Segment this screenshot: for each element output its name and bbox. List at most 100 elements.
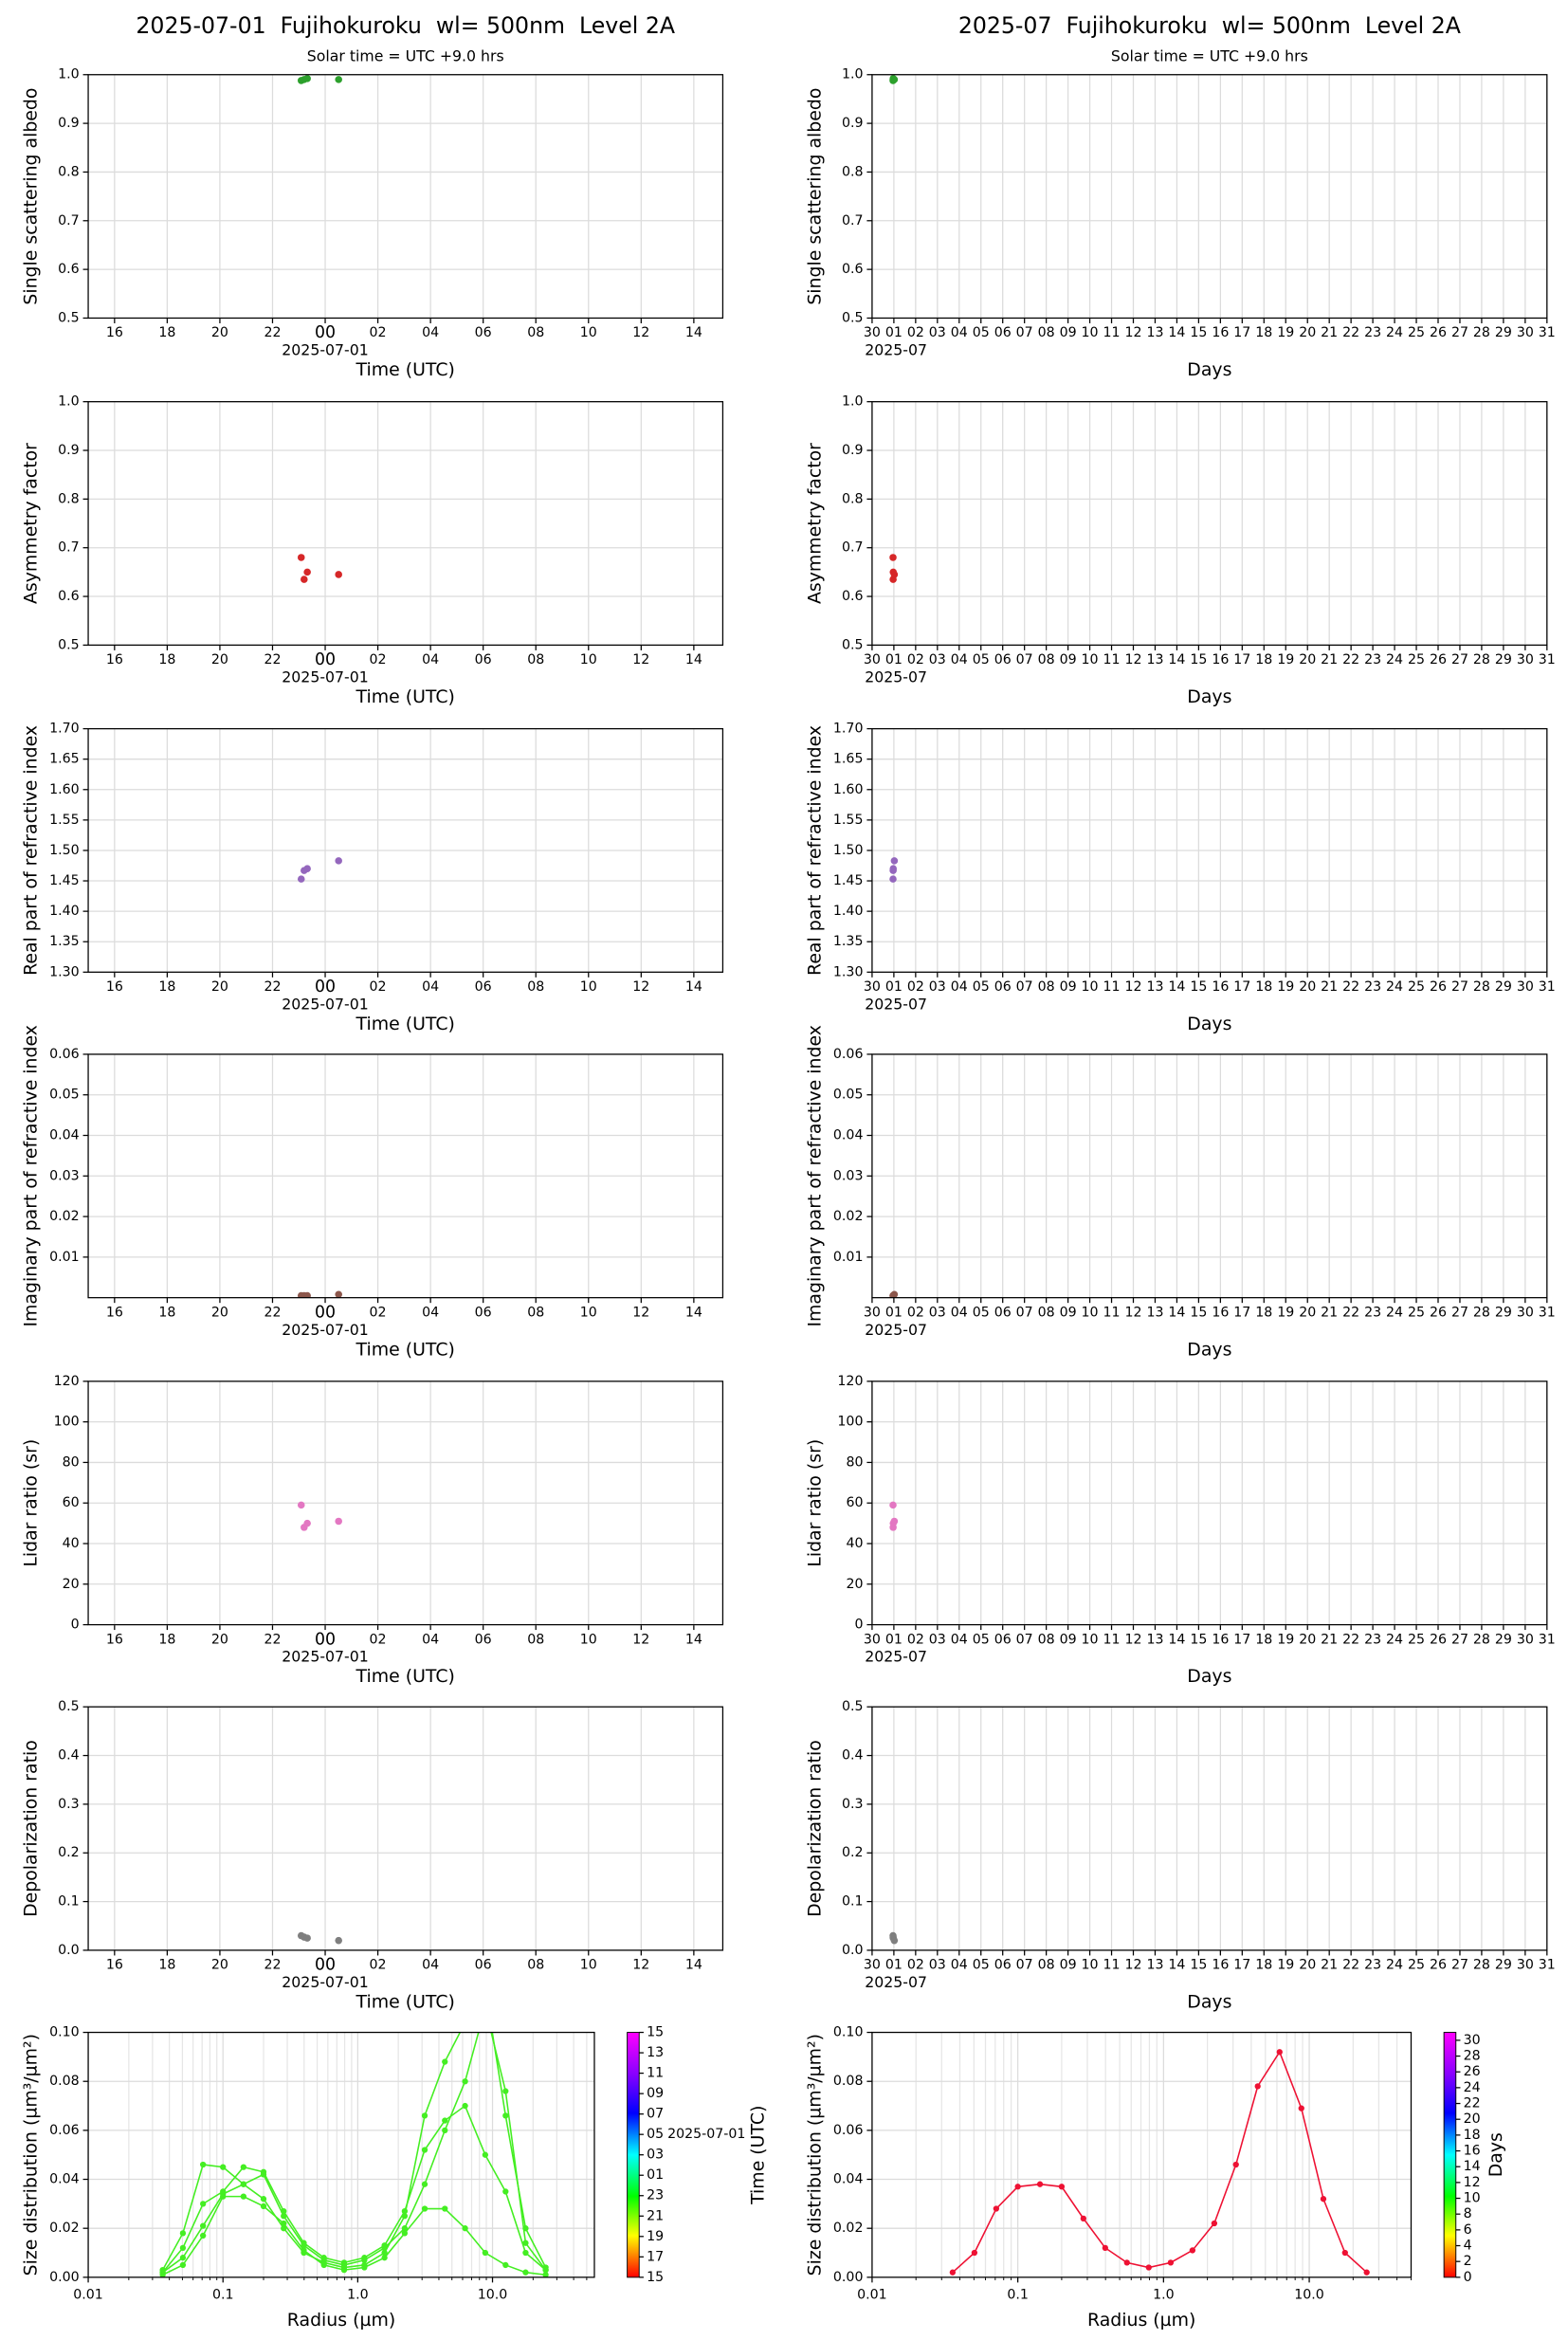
x-tick-label: 00 <box>315 650 336 669</box>
x-date-label: 2025-07-01 <box>282 1321 368 1339</box>
x-tick-label: 31 <box>1539 1958 1556 1973</box>
x-tick-label: 26 <box>1430 325 1447 340</box>
x-tick-label: 18 <box>1255 1305 1272 1320</box>
y-tick-label: 0.9 <box>58 443 80 458</box>
x-tick-label: 19 <box>1277 1958 1294 1973</box>
x-axis-label: Days <box>1187 1014 1231 1034</box>
x-tick-label: 23 <box>1364 1958 1381 1973</box>
x-tick-label: 0.01 <box>857 2288 887 2303</box>
x-tick-label: 14 <box>685 1632 702 1647</box>
y-tick-label: 0.08 <box>833 2074 864 2089</box>
axes-frame <box>871 727 1548 973</box>
x-axis-label: Radius (µm) <box>287 2310 395 2331</box>
x-tick-label: 09 <box>1060 325 1077 340</box>
point <box>421 2112 428 2119</box>
plot-area <box>889 857 899 883</box>
point <box>522 2269 529 2276</box>
x-tick-label: 18 <box>1255 325 1272 340</box>
point <box>301 576 308 583</box>
y-tick-label: 0.5 <box>842 1699 864 1714</box>
y-tick-label: 0.8 <box>842 491 864 506</box>
x-tick-label: 12 <box>1124 652 1141 667</box>
colorbar-tick-label: 30 <box>1464 2033 1481 2048</box>
y-tick-label: 60 <box>846 1495 863 1510</box>
y-tick-label: 0.04 <box>49 2172 80 2187</box>
x-tick-label: 18 <box>158 1305 175 1320</box>
y-axis-label: Depolarization ratio <box>805 1740 826 1917</box>
point <box>1276 2049 1283 2056</box>
point <box>303 865 311 872</box>
x-tick-label: 22 <box>1342 325 1359 340</box>
y-tick-label: 0.1 <box>842 1894 864 1910</box>
x-tick-label: 05 <box>973 1632 990 1647</box>
x-tick-label: 13 <box>1146 979 1163 995</box>
point <box>442 2058 448 2065</box>
axes-frame <box>871 1380 1548 1626</box>
y-tick-label: 0.9 <box>842 443 864 458</box>
x-date-label: 2025-07 <box>865 668 927 686</box>
x-tick-label: 08 <box>1038 652 1055 667</box>
y-tick-label: 1.40 <box>49 904 80 919</box>
y-tick-label: 0.7 <box>58 213 80 229</box>
x-tick-label: 24 <box>1386 979 1403 995</box>
colorbar-tick-label: 14 <box>1464 2159 1481 2174</box>
x-tick-label: 20 <box>211 1632 228 1647</box>
y-tick-label: 80 <box>846 1454 863 1470</box>
y-tick-label: 0.6 <box>842 262 864 277</box>
panel: 16 18 20 22 00 02 04 06 08 10 12 14 0.5 0.6 0.7 0.8 0.9 1… <box>21 394 724 707</box>
point <box>381 2255 388 2261</box>
y-tick-label: 0.06 <box>49 1047 80 1062</box>
x-tick-label: 02 <box>370 1305 387 1320</box>
point <box>482 2151 488 2158</box>
x-tick-label: 10.0 <box>478 2288 508 2303</box>
panel: 16 18 20 22 00 02 04 06 08 10 12 14 0 20 40 60 80 100 120 2… <box>21 1374 724 1687</box>
point <box>1145 2264 1152 2271</box>
x-tick-label: 18 <box>1255 652 1272 667</box>
x-tick-label: 12 <box>1124 325 1141 340</box>
x-tick-label: 10 <box>580 1305 597 1320</box>
plot-area <box>297 1501 342 1531</box>
y-tick-label: 0.7 <box>58 540 80 556</box>
colorbar-tick-label: 19 <box>647 2229 664 2244</box>
x-tick-label: 07 <box>1016 1305 1033 1320</box>
colorbar-tick-label: 23 <box>647 2188 664 2203</box>
x-tick-label: 07 <box>1016 1632 1033 1647</box>
axes-frame <box>871 74 1548 320</box>
y-tick-label: 1.40 <box>833 904 864 919</box>
x-tick-label: 24 <box>1386 1305 1403 1320</box>
x-tick-label: 15 <box>1190 979 1207 995</box>
x-tick-label: 05 <box>973 325 990 340</box>
x-tick-label: 19 <box>1277 979 1294 995</box>
y-tick-label: 0.0 <box>58 1943 80 1958</box>
x-tick-label: 11 <box>1103 1632 1121 1647</box>
y-axis-label: Real part of refractive index <box>805 725 826 976</box>
y-tick-label: 0.7 <box>842 213 864 229</box>
point <box>421 2147 428 2153</box>
x-tick-label: 31 <box>1539 1632 1556 1647</box>
y-tick-label: 0.4 <box>842 1748 864 1764</box>
colorbar-tick-label: 05 <box>647 2127 664 2142</box>
chart-title: 2025-07 Fujihokuroku wl= 500nm Level 2A <box>958 12 1461 39</box>
x-tick-label: 04 <box>951 1305 968 1320</box>
x-tick-label: 06 <box>994 1632 1012 1647</box>
x-date-label: 2025-07 <box>865 1648 927 1666</box>
plot-area <box>949 2049 1370 2276</box>
y-tick-label: 80 <box>63 1454 80 1470</box>
y-tick-label: 1.0 <box>842 394 864 410</box>
colorbar-tick-label: 09 <box>647 2086 664 2101</box>
x-tick-label: 09 <box>1060 1632 1077 1647</box>
chart-subtitle: Solar time = UTC +9.0 hrs <box>307 46 504 64</box>
x-tick-label: 17 <box>1233 652 1250 667</box>
chart-title: 2025-07-01 Fujihokuroku wl= 500nm Level … <box>136 12 675 39</box>
y-tick-label: 1.30 <box>833 964 864 979</box>
y-axis-label: Real part of refractive index <box>21 725 42 976</box>
x-tick-label: 07 <box>1016 325 1033 340</box>
x-tick-label: 29 <box>1495 652 1512 667</box>
point <box>401 2207 409 2215</box>
x-tick-label: 02 <box>370 652 387 667</box>
x-tick-label: 10 <box>1082 1958 1099 1973</box>
y-tick-label: 1.35 <box>49 934 80 949</box>
x-tick-label: 08 <box>1038 1632 1055 1647</box>
x-tick-label: 08 <box>527 1632 544 1647</box>
x-axis-label: Time (UTC) <box>356 1992 455 2013</box>
